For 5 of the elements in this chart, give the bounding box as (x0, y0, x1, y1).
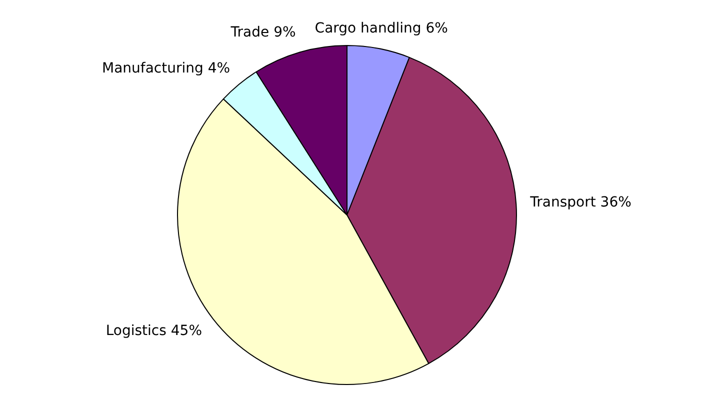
slice-label: Manufacturing 4% (102, 60, 230, 77)
slice-label: Transport 36% (529, 194, 632, 211)
slice-label: Trade 9% (230, 24, 296, 41)
slice-label: Logistics 45% (106, 322, 202, 339)
slice-label: Cargo handling 6% (314, 20, 448, 36)
